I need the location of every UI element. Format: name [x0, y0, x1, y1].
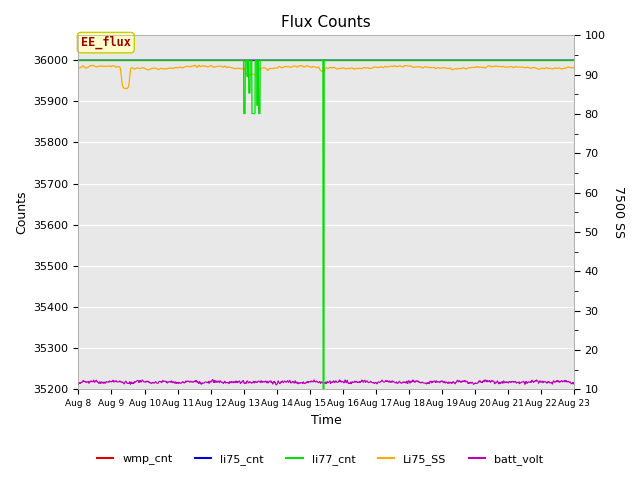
Y-axis label: 7500 SS: 7500 SS: [612, 186, 625, 239]
Y-axis label: Counts: Counts: [15, 191, 28, 234]
Title: Flux Counts: Flux Counts: [282, 15, 371, 30]
Text: EE_flux: EE_flux: [81, 36, 131, 49]
Legend: wmp_cnt, li75_cnt, li77_cnt, Li75_SS, batt_volt: wmp_cnt, li75_cnt, li77_cnt, Li75_SS, ba…: [92, 450, 548, 469]
X-axis label: Time: Time: [311, 414, 342, 427]
